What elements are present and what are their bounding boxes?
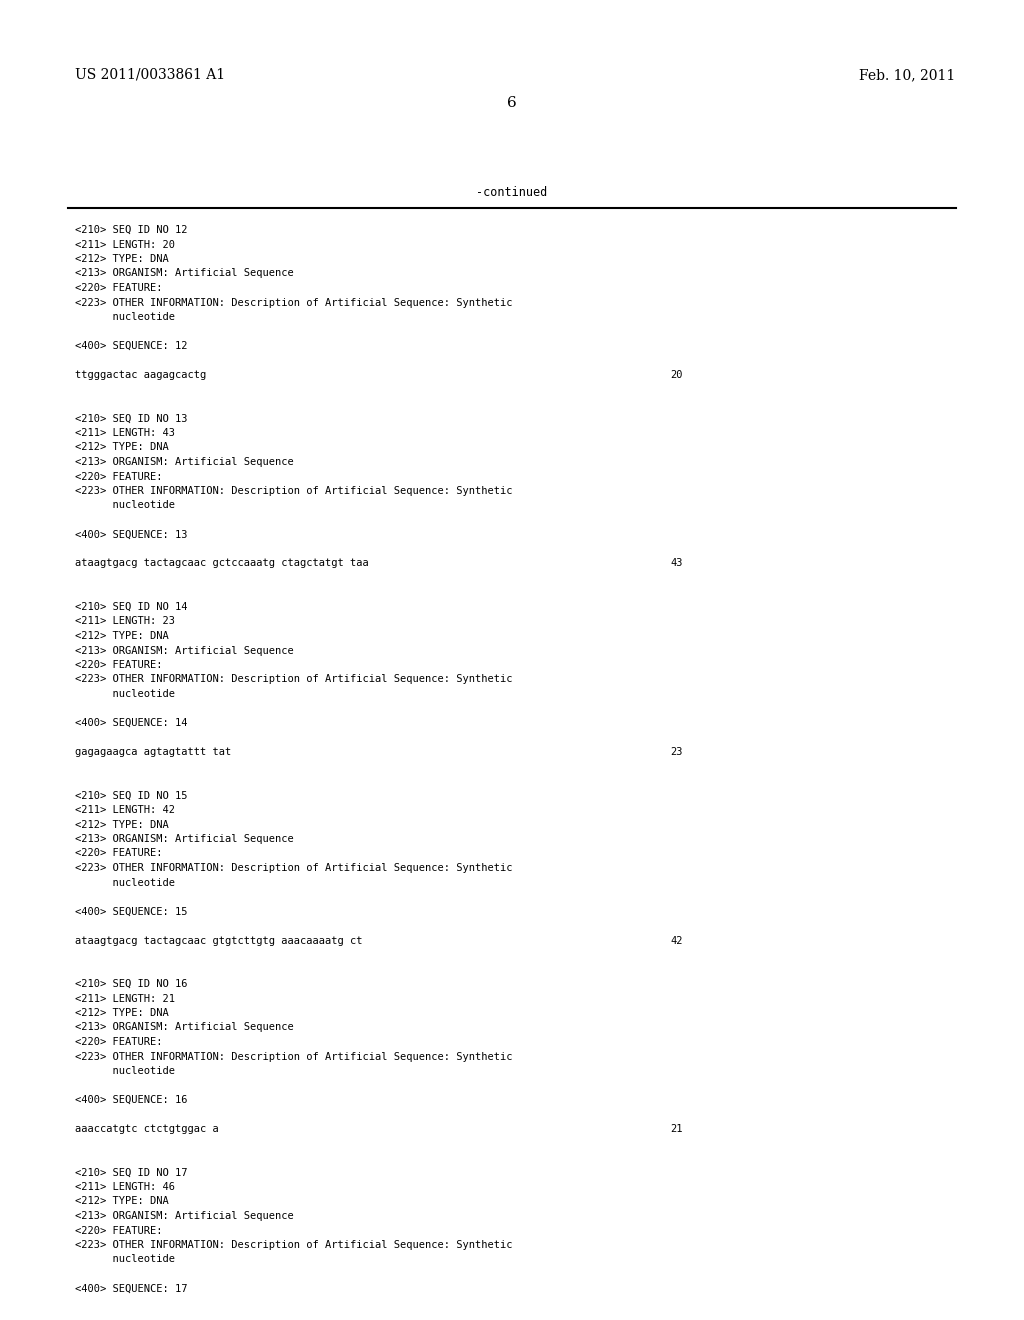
Text: Feb. 10, 2011: Feb. 10, 2011 xyxy=(859,69,955,82)
Text: <210> SEQ ID NO 17: <210> SEQ ID NO 17 xyxy=(75,1167,187,1177)
Text: <220> FEATURE:: <220> FEATURE: xyxy=(75,660,163,671)
Text: 6: 6 xyxy=(507,96,517,110)
Text: <213> ORGANISM: Artificial Sequence: <213> ORGANISM: Artificial Sequence xyxy=(75,834,294,843)
Text: <212> TYPE: DNA: <212> TYPE: DNA xyxy=(75,1196,169,1206)
Text: <212> TYPE: DNA: <212> TYPE: DNA xyxy=(75,442,169,453)
Text: nucleotide: nucleotide xyxy=(75,1254,175,1265)
Text: <220> FEATURE:: <220> FEATURE: xyxy=(75,849,163,858)
Text: <220> FEATURE:: <220> FEATURE: xyxy=(75,1038,163,1047)
Text: <223> OTHER INFORMATION: Description of Artificial Sequence: Synthetic: <223> OTHER INFORMATION: Description of … xyxy=(75,675,512,685)
Text: <210> SEQ ID NO 12: <210> SEQ ID NO 12 xyxy=(75,224,187,235)
Text: 42: 42 xyxy=(670,936,683,945)
Text: <223> OTHER INFORMATION: Description of Artificial Sequence: Synthetic: <223> OTHER INFORMATION: Description of … xyxy=(75,863,512,873)
Text: nucleotide: nucleotide xyxy=(75,878,175,887)
Text: <213> ORGANISM: Artificial Sequence: <213> ORGANISM: Artificial Sequence xyxy=(75,1210,294,1221)
Text: <210> SEQ ID NO 15: <210> SEQ ID NO 15 xyxy=(75,791,187,800)
Text: nucleotide: nucleotide xyxy=(75,312,175,322)
Text: <400> SEQUENCE: 14: <400> SEQUENCE: 14 xyxy=(75,718,187,729)
Text: <211> LENGTH: 23: <211> LENGTH: 23 xyxy=(75,616,175,627)
Text: <400> SEQUENCE: 17: <400> SEQUENCE: 17 xyxy=(75,1283,187,1294)
Text: <210> SEQ ID NO 16: <210> SEQ ID NO 16 xyxy=(75,979,187,989)
Text: <220> FEATURE:: <220> FEATURE: xyxy=(75,1225,163,1236)
Text: <400> SEQUENCE: 12: <400> SEQUENCE: 12 xyxy=(75,341,187,351)
Text: 23: 23 xyxy=(670,747,683,756)
Text: <223> OTHER INFORMATION: Description of Artificial Sequence: Synthetic: <223> OTHER INFORMATION: Description of … xyxy=(75,1052,512,1061)
Text: nucleotide: nucleotide xyxy=(75,689,175,700)
Text: <400> SEQUENCE: 13: <400> SEQUENCE: 13 xyxy=(75,529,187,540)
Text: <212> TYPE: DNA: <212> TYPE: DNA xyxy=(75,1008,169,1018)
Text: aaaccatgtc ctctgtggac a: aaaccatgtc ctctgtggac a xyxy=(75,1125,219,1134)
Text: <212> TYPE: DNA: <212> TYPE: DNA xyxy=(75,631,169,642)
Text: <213> ORGANISM: Artificial Sequence: <213> ORGANISM: Artificial Sequence xyxy=(75,457,294,467)
Text: <211> LENGTH: 20: <211> LENGTH: 20 xyxy=(75,239,175,249)
Text: <220> FEATURE:: <220> FEATURE: xyxy=(75,471,163,482)
Text: <211> LENGTH: 43: <211> LENGTH: 43 xyxy=(75,428,175,438)
Text: <223> OTHER INFORMATION: Description of Artificial Sequence: Synthetic: <223> OTHER INFORMATION: Description of … xyxy=(75,297,512,308)
Text: <210> SEQ ID NO 14: <210> SEQ ID NO 14 xyxy=(75,602,187,612)
Text: <213> ORGANISM: Artificial Sequence: <213> ORGANISM: Artificial Sequence xyxy=(75,645,294,656)
Text: <211> LENGTH: 21: <211> LENGTH: 21 xyxy=(75,994,175,1003)
Text: gagagaagca agtagtattt tat: gagagaagca agtagtattt tat xyxy=(75,747,231,756)
Text: ataagtgacg tactagcaac gctccaaatg ctagctatgt taa: ataagtgacg tactagcaac gctccaaatg ctagcta… xyxy=(75,558,369,569)
Text: <220> FEATURE:: <220> FEATURE: xyxy=(75,282,163,293)
Text: <223> OTHER INFORMATION: Description of Artificial Sequence: Synthetic: <223> OTHER INFORMATION: Description of … xyxy=(75,486,512,496)
Text: <211> LENGTH: 42: <211> LENGTH: 42 xyxy=(75,805,175,814)
Text: <213> ORGANISM: Artificial Sequence: <213> ORGANISM: Artificial Sequence xyxy=(75,1023,294,1032)
Text: 43: 43 xyxy=(670,558,683,569)
Text: US 2011/0033861 A1: US 2011/0033861 A1 xyxy=(75,69,225,82)
Text: <211> LENGTH: 46: <211> LENGTH: 46 xyxy=(75,1181,175,1192)
Text: <223> OTHER INFORMATION: Description of Artificial Sequence: Synthetic: <223> OTHER INFORMATION: Description of … xyxy=(75,1239,512,1250)
Text: 21: 21 xyxy=(670,1125,683,1134)
Text: <210> SEQ ID NO 13: <210> SEQ ID NO 13 xyxy=(75,413,187,424)
Text: ataagtgacg tactagcaac gtgtcttgtg aaacaaaatg ct: ataagtgacg tactagcaac gtgtcttgtg aaacaaa… xyxy=(75,936,362,945)
Text: nucleotide: nucleotide xyxy=(75,1067,175,1076)
Text: -continued: -continued xyxy=(476,186,548,199)
Text: ttgggactac aagagcactg: ttgggactac aagagcactg xyxy=(75,370,206,380)
Text: nucleotide: nucleotide xyxy=(75,500,175,511)
Text: <212> TYPE: DNA: <212> TYPE: DNA xyxy=(75,820,169,829)
Text: <212> TYPE: DNA: <212> TYPE: DNA xyxy=(75,253,169,264)
Text: <400> SEQUENCE: 16: <400> SEQUENCE: 16 xyxy=(75,1096,187,1105)
Text: <213> ORGANISM: Artificial Sequence: <213> ORGANISM: Artificial Sequence xyxy=(75,268,294,279)
Text: <400> SEQUENCE: 15: <400> SEQUENCE: 15 xyxy=(75,907,187,916)
Text: 20: 20 xyxy=(670,370,683,380)
